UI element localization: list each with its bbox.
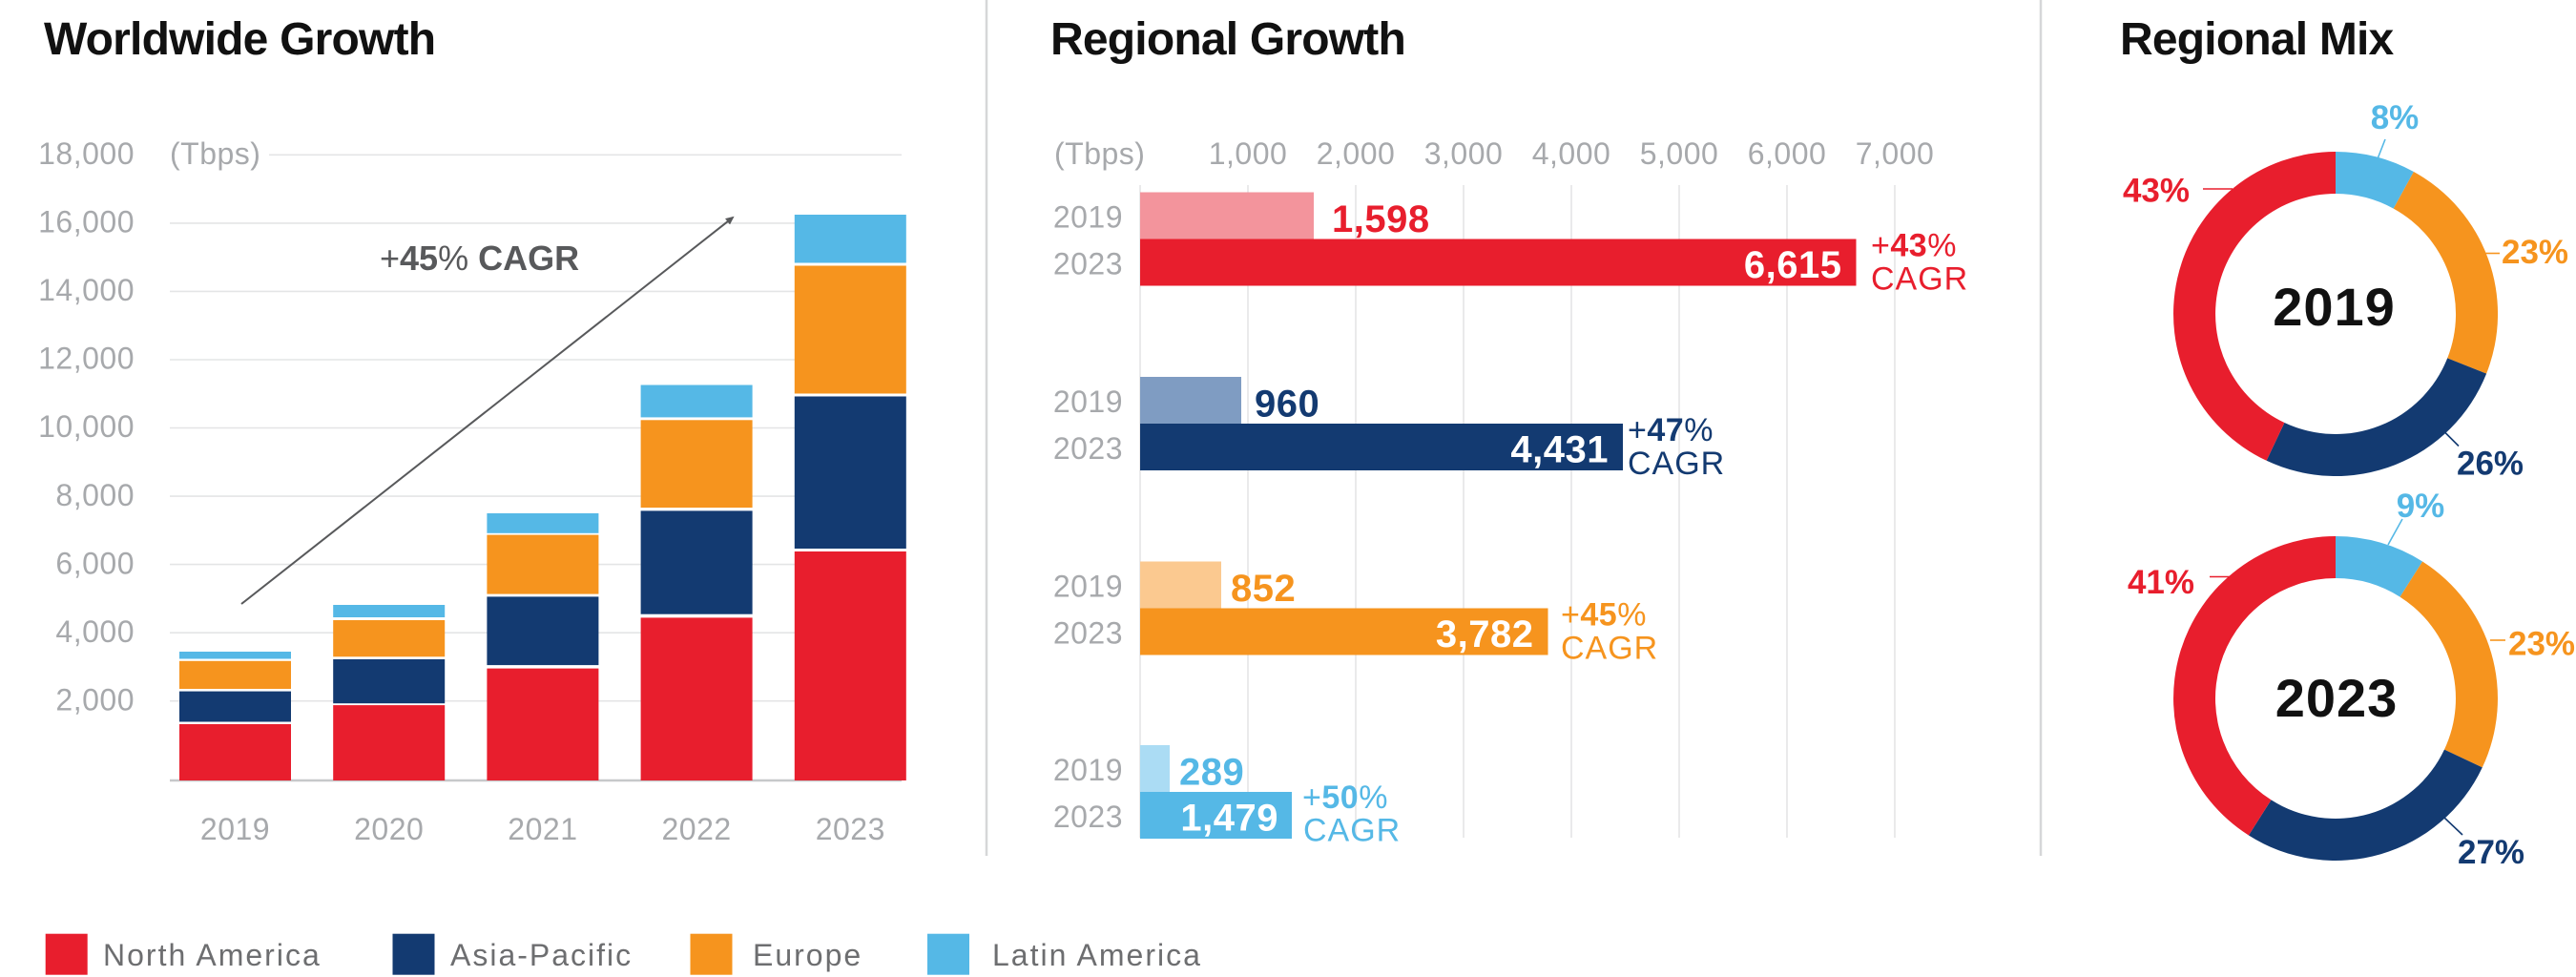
svg-text:Latin America: Latin America	[992, 938, 1202, 972]
svg-text:4,000: 4,000	[55, 614, 135, 649]
svg-text:3,782: 3,782	[1436, 613, 1534, 655]
svg-text:1,479: 1,479	[1180, 798, 1278, 840]
svg-text:12,000: 12,000	[38, 342, 135, 376]
svg-text:2019: 2019	[1053, 200, 1123, 235]
svg-text:6,615: 6,615	[1744, 244, 1842, 286]
svg-text:Worldwide Growth: Worldwide Growth	[44, 14, 435, 65]
svg-text:+45%: +45%	[1561, 597, 1647, 634]
svg-text:CAGR: CAGR	[1628, 446, 1725, 482]
svg-text:1,598: 1,598	[1332, 198, 1430, 240]
svg-text:3,000: 3,000	[1424, 136, 1504, 171]
svg-text:2023: 2023	[1053, 616, 1123, 651]
svg-text:26%: 26%	[2457, 446, 2524, 483]
svg-text:41%: 41%	[2128, 564, 2194, 601]
svg-text:2023: 2023	[2275, 668, 2399, 728]
svg-text:(Tbps): (Tbps)	[170, 136, 260, 171]
svg-text:23%: 23%	[2502, 234, 2568, 271]
svg-text:16,000: 16,000	[38, 205, 135, 239]
svg-text:2019: 2019	[1053, 570, 1123, 604]
svg-text:North America: North America	[103, 938, 322, 972]
svg-text:43%: 43%	[2123, 173, 2190, 210]
svg-text:4,431: 4,431	[1510, 429, 1609, 471]
svg-text:2022: 2022	[662, 812, 732, 846]
svg-text:2019: 2019	[1053, 385, 1123, 419]
svg-text:Asia-Pacific: Asia-Pacific	[450, 938, 633, 972]
svg-text:2020: 2020	[354, 812, 424, 846]
svg-text:(Tbps): (Tbps)	[1054, 136, 1145, 171]
svg-text:2019: 2019	[200, 812, 270, 846]
svg-text:2,000: 2,000	[1317, 136, 1396, 171]
svg-text:+43%: +43%	[1871, 228, 1957, 264]
svg-text:2023: 2023	[1053, 247, 1123, 281]
svg-text:14,000: 14,000	[38, 273, 135, 307]
svg-text:23%: 23%	[2508, 626, 2575, 663]
svg-text:2019: 2019	[2273, 277, 2396, 337]
svg-text:CAGR: CAGR	[1871, 261, 1968, 298]
svg-text:+47%: +47%	[1628, 412, 1714, 448]
svg-text:1,000: 1,000	[1209, 136, 1288, 171]
svg-text:9%: 9%	[2397, 488, 2445, 525]
svg-text:8%: 8%	[2371, 99, 2420, 136]
svg-text:CAGR: CAGR	[1561, 631, 1658, 667]
svg-text:2023: 2023	[1053, 800, 1123, 834]
svg-text:27%: 27%	[2458, 834, 2524, 871]
svg-text:8,000: 8,000	[55, 478, 135, 512]
svg-text:2023: 2023	[816, 812, 885, 846]
svg-text:6,000: 6,000	[1748, 136, 1827, 171]
svg-text:4,000: 4,000	[1532, 136, 1611, 171]
svg-text:5,000: 5,000	[1640, 136, 1719, 171]
svg-text:18,000: 18,000	[38, 136, 135, 171]
svg-text:2023: 2023	[1053, 431, 1123, 466]
svg-text:Europe: Europe	[753, 938, 862, 972]
svg-text:852: 852	[1231, 568, 1296, 610]
svg-text:6,000: 6,000	[55, 546, 135, 580]
svg-text:Regional Mix: Regional Mix	[2120, 14, 2395, 65]
svg-text:2021: 2021	[508, 812, 577, 846]
svg-text:Regional Growth: Regional Growth	[1050, 14, 1405, 65]
svg-text:+50%: +50%	[1302, 780, 1388, 816]
svg-text:CAGR: CAGR	[1303, 813, 1401, 849]
svg-text:+45% CAGR: +45% CAGR	[380, 239, 579, 278]
svg-text:2,000: 2,000	[55, 682, 135, 717]
svg-text:960: 960	[1255, 384, 1319, 426]
svg-text:7,000: 7,000	[1856, 136, 1935, 171]
svg-text:2019: 2019	[1053, 753, 1123, 787]
svg-text:289: 289	[1179, 752, 1244, 794]
svg-text:10,000: 10,000	[38, 409, 135, 444]
